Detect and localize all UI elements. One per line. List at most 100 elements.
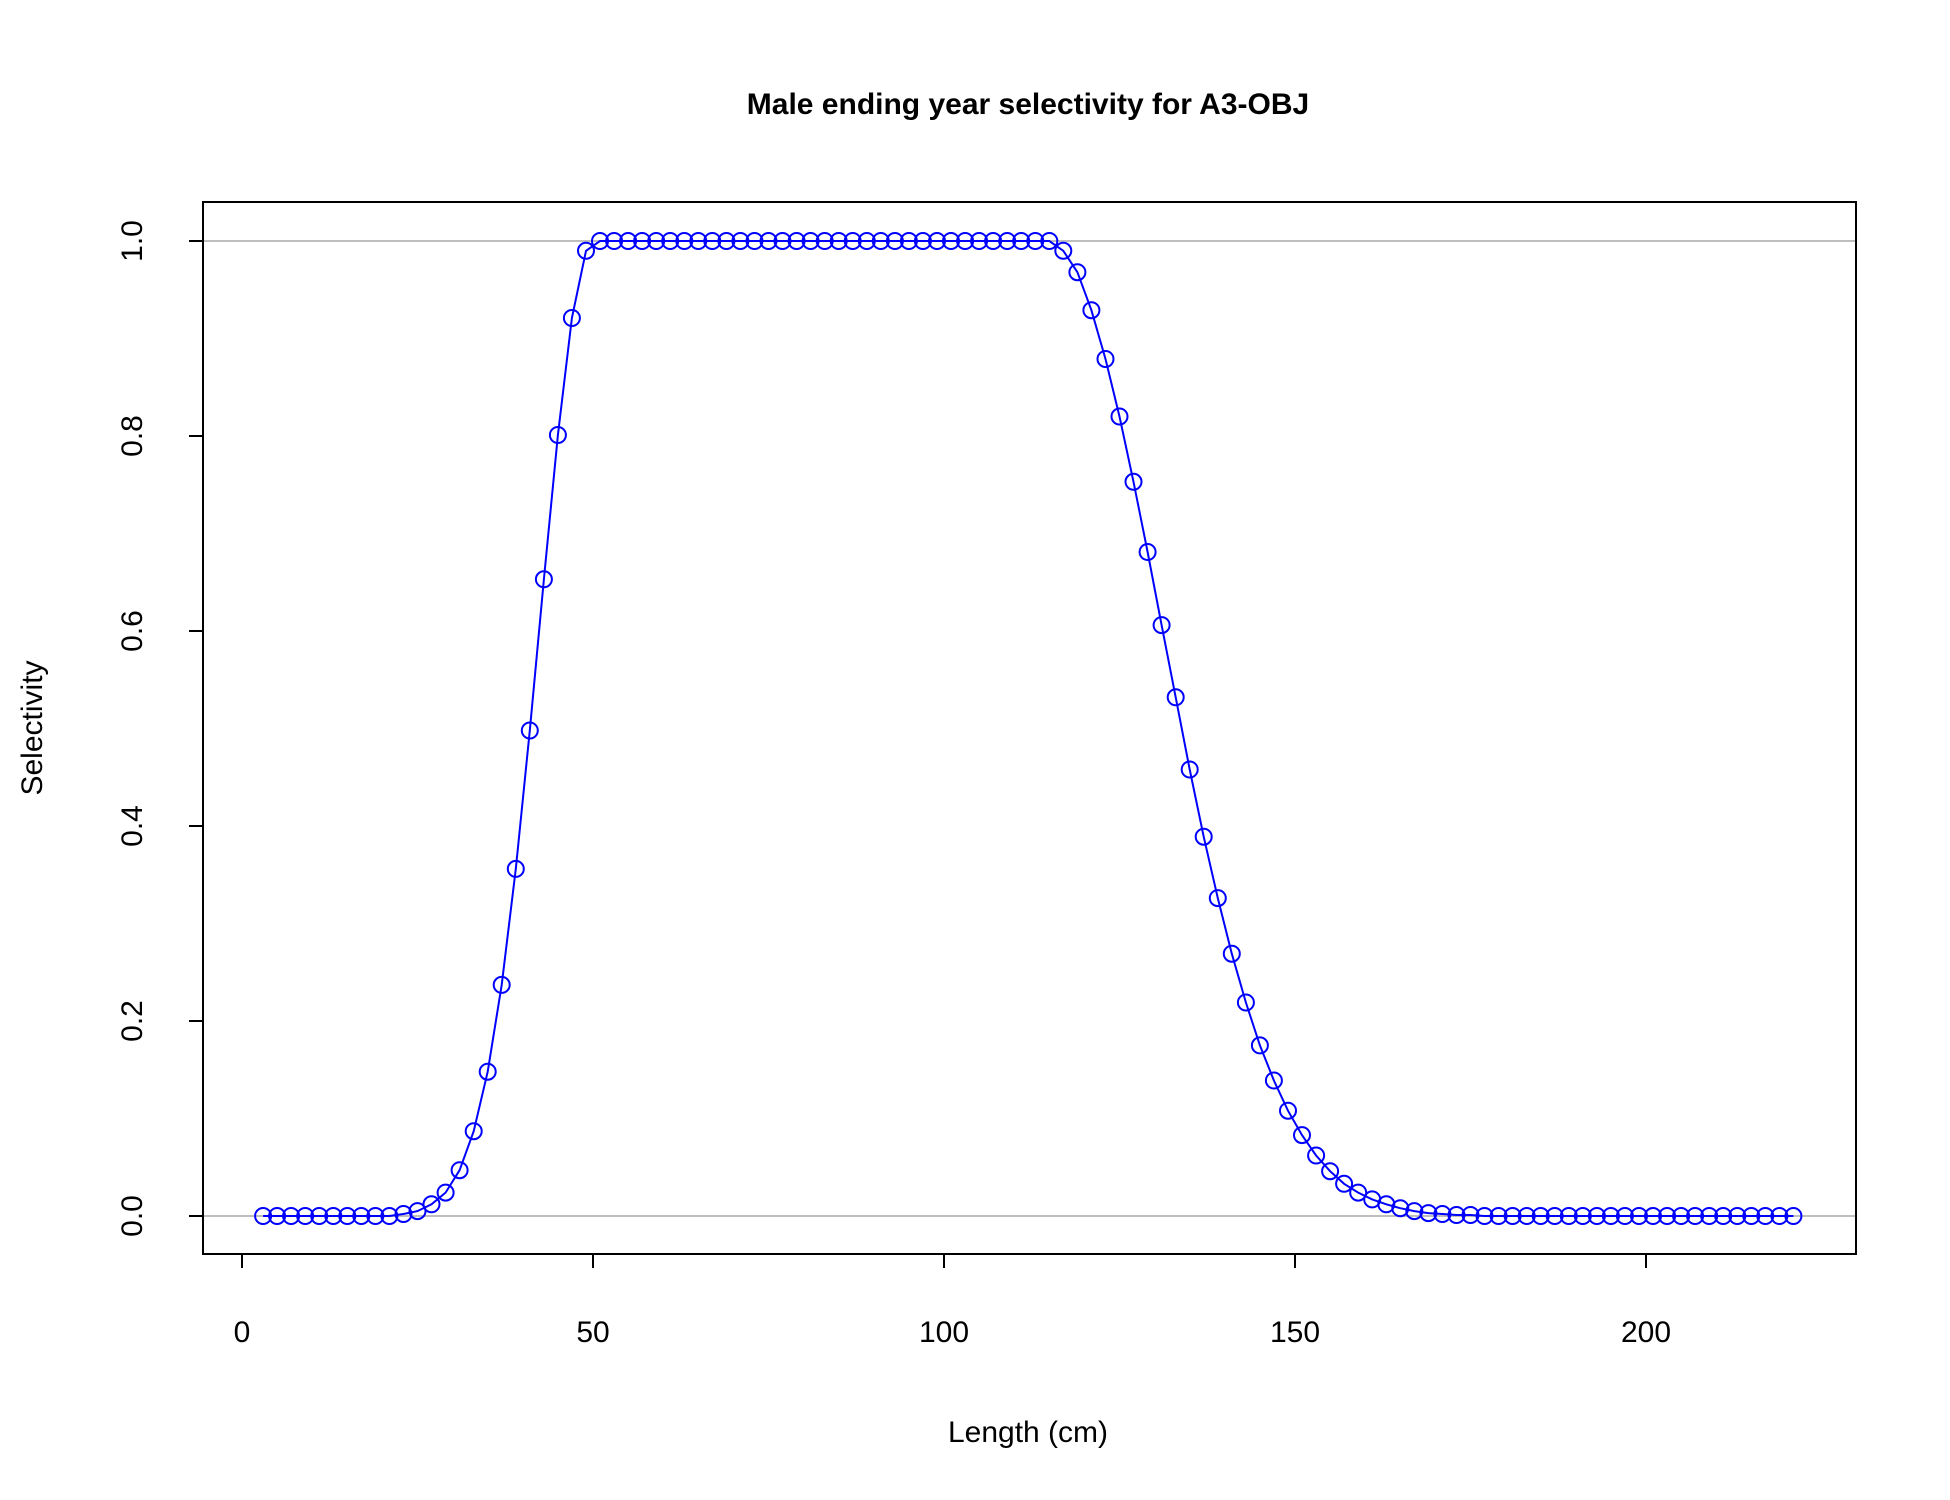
data-point [675, 232, 694, 250]
x-tick-label: 0 [234, 1316, 251, 1349]
data-point [1672, 1207, 1691, 1225]
data-point [1335, 1174, 1354, 1193]
y-tick-label: 0.2 [116, 1000, 149, 1042]
data-point [1236, 993, 1255, 1012]
data-point [871, 232, 890, 250]
x-axis: 0 50 100 150 200 [234, 1253, 1671, 1349]
data-point [1686, 1207, 1705, 1225]
x-tick-label: 100 [919, 1316, 969, 1349]
data-point [745, 232, 764, 250]
plot-frame [202, 201, 1857, 1255]
data-point [1293, 1126, 1311, 1145]
data-point [956, 232, 975, 250]
x-tick-label: 150 [1270, 1316, 1320, 1349]
data-point [282, 1207, 301, 1225]
x-tick-label: 200 [1621, 1316, 1671, 1349]
data-point [1742, 1207, 1761, 1225]
data-point [254, 1207, 273, 1225]
data-point [829, 232, 848, 250]
data-point [984, 232, 1003, 250]
data-point [1531, 1207, 1550, 1225]
y-tick-label: 0.0 [116, 1195, 149, 1237]
data-point [380, 1207, 399, 1225]
data-point [1405, 1202, 1424, 1221]
data-point [801, 232, 820, 250]
data-point [1222, 944, 1241, 963]
data-point [548, 426, 567, 444]
data-point [591, 232, 609, 250]
data-point [1447, 1206, 1466, 1224]
data-point [1489, 1207, 1508, 1225]
data-point [717, 232, 736, 250]
data-point [338, 1207, 357, 1225]
data-point [1756, 1207, 1775, 1225]
data-point [773, 232, 792, 250]
data-point [520, 721, 539, 740]
data-point [1321, 1162, 1340, 1181]
data-point [1026, 232, 1045, 250]
data-point [913, 232, 932, 250]
data-point [1644, 1207, 1662, 1225]
data-point [1054, 241, 1073, 260]
data-point [1208, 889, 1227, 908]
y-tick-label: 1.0 [116, 220, 149, 262]
data-point [647, 232, 666, 250]
data-point [1615, 1207, 1634, 1225]
data-point [1573, 1207, 1592, 1225]
data-point [1124, 472, 1143, 491]
data-point [633, 232, 652, 250]
data-point [759, 232, 778, 250]
y-axis: 0.0 0.2 0.4 0.6 0.8 1.0 [116, 220, 204, 1237]
data-point [422, 1195, 441, 1214]
data-point [310, 1207, 329, 1225]
data-point [1264, 1071, 1283, 1090]
data-point [1250, 1036, 1269, 1055]
data-point [942, 232, 960, 250]
data-point [1601, 1207, 1620, 1225]
chart-title: Male ending year selectivity for A3-OBJ [747, 88, 1309, 121]
data-point [661, 232, 680, 250]
data-point [408, 1202, 427, 1221]
data-point [1138, 543, 1157, 561]
data-point [689, 232, 708, 250]
x-axis-label: Length (cm) [948, 1416, 1108, 1449]
data-point [1784, 1207, 1803, 1225]
data-point [1658, 1207, 1677, 1225]
data-point [857, 232, 876, 250]
data-point [1503, 1207, 1522, 1225]
data-point [703, 232, 722, 250]
data-point [1630, 1207, 1648, 1225]
data-point [1433, 1205, 1452, 1223]
data-point [478, 1062, 497, 1081]
data-point [1110, 407, 1129, 426]
data-point [928, 232, 946, 250]
data-point [1349, 1183, 1368, 1202]
data-point [1770, 1207, 1789, 1225]
data-point [899, 232, 918, 250]
data-point [1068, 263, 1087, 282]
data-point [1307, 1146, 1326, 1165]
series-line [263, 240, 1794, 1217]
data-point [268, 1207, 287, 1225]
data-point [843, 232, 862, 250]
data-point [1152, 616, 1171, 635]
reference-lines [203, 240, 1856, 1217]
data-point [1419, 1204, 1438, 1223]
data-point [1700, 1207, 1719, 1225]
data-point [534, 570, 553, 589]
data-point [787, 232, 806, 250]
y-tick-label: 0.8 [116, 415, 149, 457]
data-point [1279, 1101, 1297, 1120]
data-point [1096, 350, 1115, 368]
series-line-group [263, 240, 1794, 1217]
data-point [464, 1122, 483, 1141]
data-point [1517, 1207, 1536, 1225]
data-point [436, 1183, 455, 1202]
data-point [366, 1207, 385, 1225]
y-axis-label: Selectivity [16, 660, 49, 795]
y-tick-label: 0.6 [116, 610, 149, 652]
data-point [1166, 688, 1185, 707]
data-point [998, 232, 1017, 250]
data-point [324, 1207, 343, 1225]
